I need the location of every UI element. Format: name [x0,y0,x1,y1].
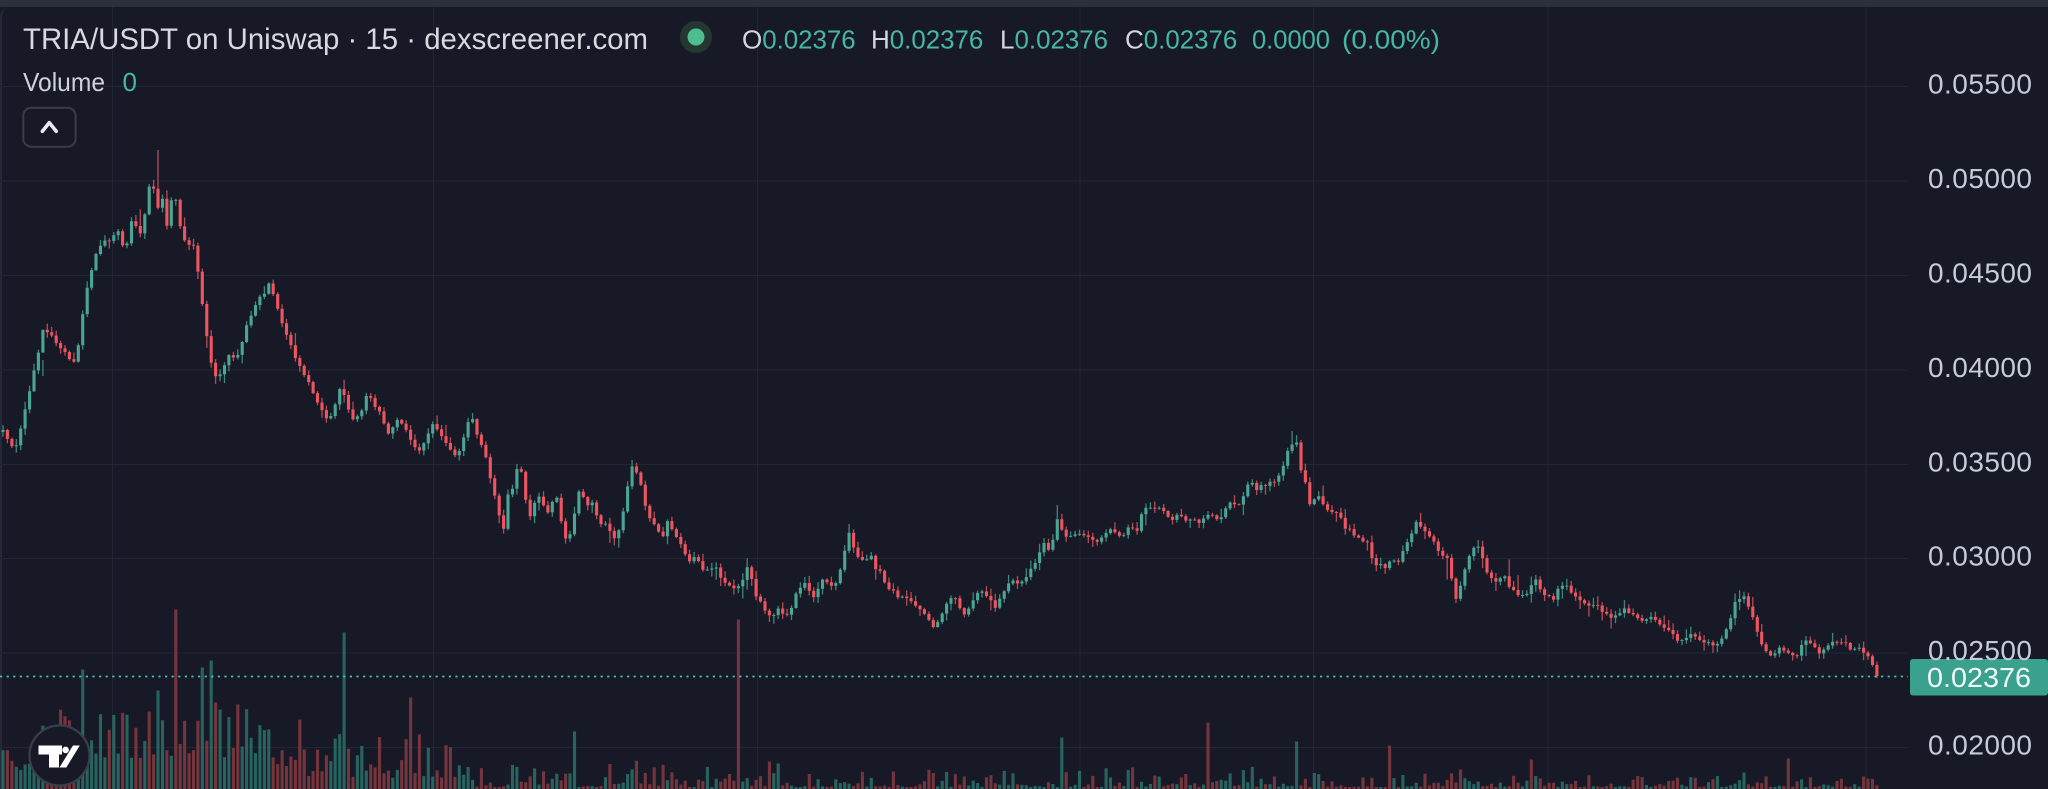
svg-text:0.03000: 0.03000 [1928,540,2032,571]
svg-text:0.04000: 0.04000 [1928,352,2032,383]
svg-text:0.04500: 0.04500 [1928,257,2032,288]
svg-text:Volume: Volume [23,67,105,97]
svg-text:O: O [742,25,762,55]
svg-text:C: C [1125,25,1144,55]
svg-text:0.02376: 0.02376 [1144,25,1238,55]
svg-text:0.03500: 0.03500 [1928,446,2032,477]
svg-text:TRIA/USDT on Uniswap · 15 · de: TRIA/USDT on Uniswap · 15 · dexscreener.… [23,23,648,56]
svg-text:0.02000: 0.02000 [1928,729,2032,760]
svg-text:0.02500: 0.02500 [1928,635,2032,666]
svg-text:0.02376: 0.02376 [762,25,856,55]
svg-text:L: L [1000,25,1014,55]
svg-text:0.02376: 0.02376 [1015,25,1109,55]
svg-text:0.02376: 0.02376 [890,25,984,55]
svg-text:H: H [871,25,890,55]
svg-text:0.05000: 0.05000 [1928,163,2032,194]
svg-text:0.0000: 0.0000 [1252,25,1330,55]
svg-text:0: 0 [123,67,137,97]
svg-text:0.02376: 0.02376 [1927,662,2031,693]
svg-text:(0.00%): (0.00%) [1342,25,1440,55]
svg-text:0.05500: 0.05500 [1928,68,2032,99]
